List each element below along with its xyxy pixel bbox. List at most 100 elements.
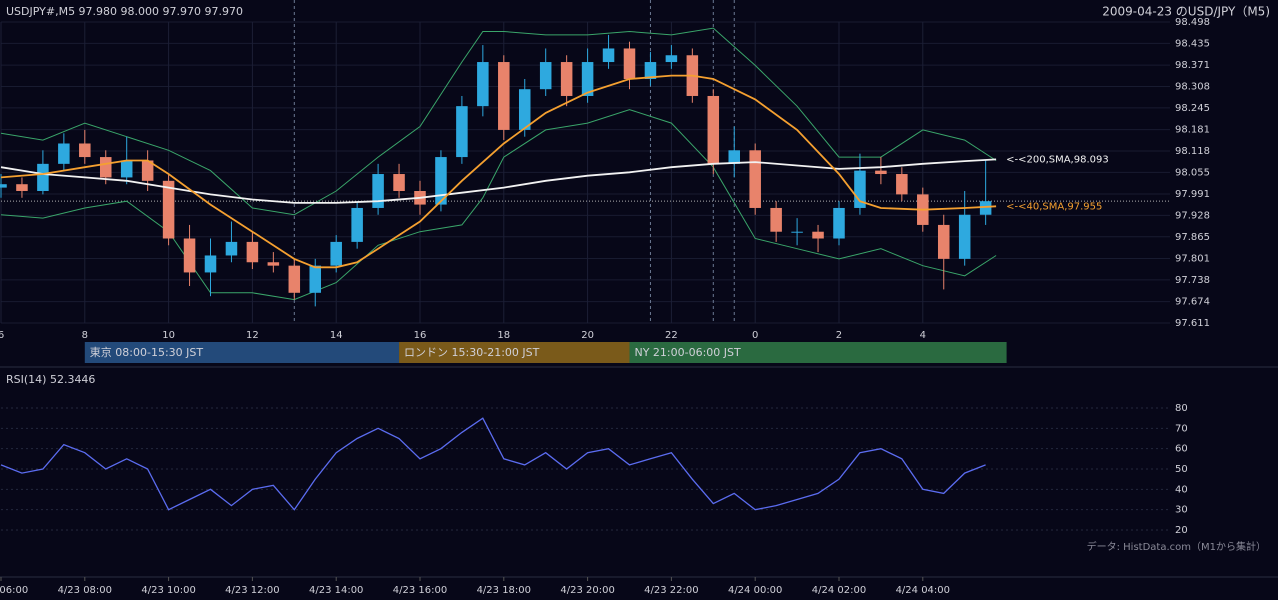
x-tick-label: 20 xyxy=(581,330,594,341)
candle-body xyxy=(309,265,322,293)
candle-body xyxy=(288,265,301,293)
y-tick-label: 97.611 xyxy=(1175,318,1210,329)
candle-body xyxy=(937,224,950,259)
candle-body xyxy=(183,238,196,273)
candle-body xyxy=(477,62,489,107)
candle-body xyxy=(979,201,992,215)
candle-body xyxy=(854,170,866,208)
y-tick-label: 97.865 xyxy=(1175,232,1210,243)
candle-body xyxy=(665,55,678,63)
y-tick-label: 97.738 xyxy=(1175,275,1210,286)
y-tick-label: 40 xyxy=(1175,484,1188,495)
candle-body xyxy=(37,163,49,191)
x-tick-label: 4/23 14:00 xyxy=(309,585,363,596)
candle-body xyxy=(560,62,573,96)
candle-body xyxy=(456,106,468,158)
y-tick-label: 98.118 xyxy=(1175,146,1210,157)
x-tick-label: 16 xyxy=(414,330,427,341)
watermark: データ: HistData.com（M1から集計） xyxy=(1087,540,1266,553)
candle-body xyxy=(812,231,824,239)
session-label: NY 21:00-06:00 JST xyxy=(634,346,741,359)
x-tick-label: 4/23 22:00 xyxy=(644,585,698,596)
x-tick-label: 4 xyxy=(920,330,926,341)
candle-body xyxy=(372,174,384,208)
rsi-line xyxy=(0,417,986,511)
sma-label: <-<200,SMA,98.093 xyxy=(1006,154,1109,165)
candle-body xyxy=(602,48,615,63)
candle-body xyxy=(162,180,175,239)
candle-body xyxy=(246,241,259,263)
candle-body xyxy=(58,143,70,164)
y-tick-label: 97.801 xyxy=(1175,254,1210,265)
y-tick-label: 60 xyxy=(1175,444,1188,455)
y-tick-label: 98.245 xyxy=(1175,103,1210,114)
candle-body xyxy=(204,255,217,273)
x-tick-label: 4/23 18:00 xyxy=(477,585,531,596)
y-tick-label: 98.055 xyxy=(1175,167,1210,178)
y-tick-label: 98.435 xyxy=(1175,38,1210,49)
candle-body xyxy=(581,62,594,96)
x-tick-label: 12 xyxy=(246,330,259,341)
candle-body xyxy=(833,207,845,239)
y-tick-label: 50 xyxy=(1175,464,1188,475)
candle-body xyxy=(141,160,154,181)
session-band xyxy=(84,342,400,363)
y-tick-label: 97.674 xyxy=(1175,297,1210,308)
candle-body xyxy=(16,184,28,191)
candle-body xyxy=(539,62,552,90)
candle-body xyxy=(875,170,887,175)
y-tick-label: 98.181 xyxy=(1175,125,1210,136)
price-subtitle: 2009-04-23 のUSD/JPY（M5) xyxy=(1102,5,1270,19)
candle-body xyxy=(99,157,112,178)
candle-body xyxy=(330,241,342,266)
sma-line xyxy=(0,74,997,269)
y-tick-label: 70 xyxy=(1175,423,1188,434)
x-tick-label: 4/24 04:00 xyxy=(896,585,950,596)
x-tick-label: 4/23 06:00 xyxy=(0,585,28,596)
candle-body xyxy=(225,241,238,256)
price-title: USDJPY#,M5 97.980 98.000 97.970 97.970 xyxy=(6,5,243,18)
candle-body xyxy=(707,95,720,164)
candle-body xyxy=(749,150,761,208)
session-label: ロンドン 15:30-21:00 JST xyxy=(404,346,540,359)
candle-body xyxy=(393,174,405,191)
candle-body xyxy=(623,48,636,80)
candle-body xyxy=(958,214,971,259)
candle-body xyxy=(518,89,531,130)
candle-body xyxy=(351,207,363,242)
sma-label: <-<40,SMA,97.955 xyxy=(1006,201,1102,212)
bollinger-lower xyxy=(0,109,997,301)
session-band xyxy=(629,342,1007,363)
x-tick-label: 4/24 02:00 xyxy=(812,585,866,596)
x-tick-label: 4/23 08:00 xyxy=(58,585,112,596)
candle-body xyxy=(120,160,133,178)
x-tick-label: 8 xyxy=(82,330,88,341)
y-tick-label: 80 xyxy=(1175,403,1188,414)
x-tick-label: 22 xyxy=(665,330,678,341)
x-tick-label: 4/23 12:00 xyxy=(225,585,279,596)
y-tick-label: 98.308 xyxy=(1175,81,1210,92)
candle-body xyxy=(0,184,7,188)
y-tick-label: 97.928 xyxy=(1175,210,1210,221)
candle-body xyxy=(791,231,803,233)
x-tick-label: 14 xyxy=(330,330,343,341)
bollinger-upper xyxy=(0,27,997,216)
y-tick-label: 20 xyxy=(1175,525,1188,536)
x-tick-label: 4/23 20:00 xyxy=(560,585,614,596)
y-tick-label: 98.498 xyxy=(1175,17,1210,28)
candle-body xyxy=(267,262,280,266)
candle-body xyxy=(498,62,510,130)
candle-body xyxy=(435,157,447,205)
y-tick-label: 30 xyxy=(1175,505,1188,516)
y-tick-label: 97.991 xyxy=(1175,189,1210,200)
rsi-title: RSI(14) 52.3446 xyxy=(6,373,95,386)
x-tick-label: 4/24 00:00 xyxy=(728,585,782,596)
session-label: 東京 08:00-15:30 JST xyxy=(90,345,204,359)
x-tick-label: 6 xyxy=(0,330,4,341)
candle-body xyxy=(896,174,908,195)
x-tick-label: 4/23 10:00 xyxy=(141,585,195,596)
candle-body xyxy=(728,150,741,164)
x-tick-label: 18 xyxy=(497,330,510,341)
x-tick-label: 2 xyxy=(836,330,842,341)
x-tick-label: 10 xyxy=(162,330,175,341)
